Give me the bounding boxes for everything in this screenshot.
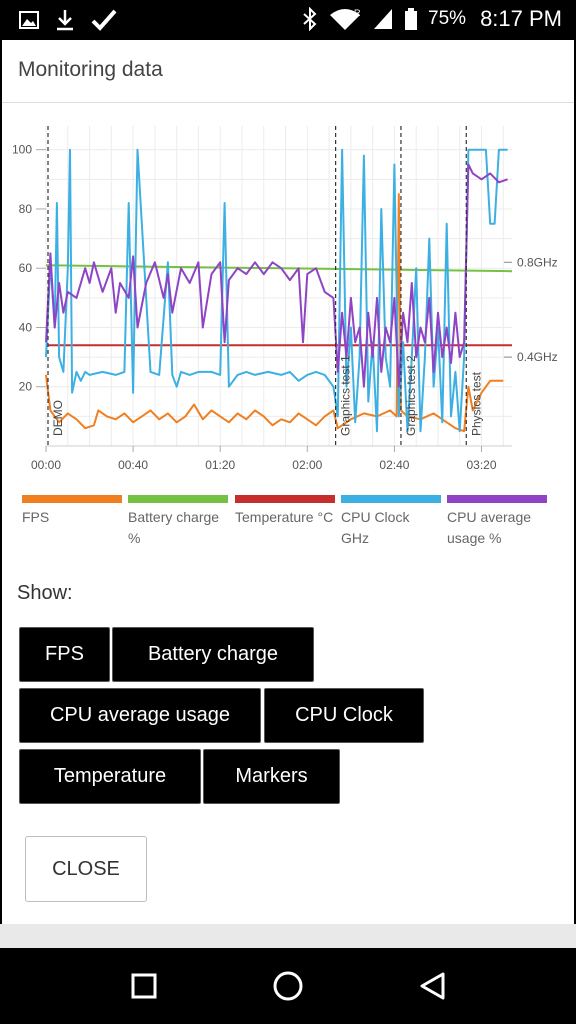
series-line bbox=[45, 264, 513, 273]
status-bar: R 75% 8:17 PM bbox=[0, 0, 576, 40]
monitoring-chart: 20 40 60 80 100 00:00 00:40 01:20 02:00 02:40 03:2… bbox=[12, 126, 558, 472]
monitoring-dialog: Monitoring data 20 40 60 80 100 00:00 00:40 01:… bbox=[2, 40, 574, 924]
toggle-temperature-button[interactable]: Temperature bbox=[19, 749, 201, 804]
toggle-cpu-clock-button[interactable]: CPU Clock bbox=[264, 688, 424, 743]
toggle-battery-charge-button[interactable]: Battery charge bbox=[112, 627, 314, 682]
battery-percent: 75% bbox=[428, 8, 467, 29]
x-tick-label: 02:40 bbox=[379, 458, 409, 472]
y-tick-label: 40 bbox=[19, 320, 33, 334]
recents-button[interactable] bbox=[124, 966, 164, 1006]
right-tick-label: 0.4GHz bbox=[517, 350, 558, 364]
close-button[interactable]: CLOSE bbox=[25, 836, 147, 902]
navigation-bar bbox=[0, 948, 576, 1024]
y-tick-label: 100 bbox=[12, 143, 32, 157]
legend-item: CPU average usage % bbox=[447, 495, 547, 549]
back-button[interactable] bbox=[412, 966, 452, 1006]
backdrop bbox=[0, 924, 576, 948]
toggle-fps-button[interactable]: FPS bbox=[19, 627, 110, 682]
marker-label: Physics test bbox=[469, 371, 483, 436]
legend-label: Battery charge % bbox=[128, 509, 220, 546]
series-line bbox=[45, 148, 508, 433]
battery-icon bbox=[405, 8, 418, 30]
check-icon bbox=[91, 9, 117, 31]
dialog-title: Monitoring data bbox=[18, 58, 163, 81]
marker-label: Graphics test 2 bbox=[404, 355, 418, 436]
legend-swatch bbox=[235, 495, 335, 503]
clock: 8:17 PM bbox=[480, 6, 562, 31]
toggle-cpu-average-usage-button[interactable]: CPU average usage bbox=[19, 688, 261, 743]
svg-text:R: R bbox=[354, 8, 361, 18]
download-icon bbox=[57, 10, 73, 31]
y-tick-label: 20 bbox=[19, 380, 33, 394]
legend-item: CPU Clock GHz bbox=[341, 495, 441, 549]
legend-swatch bbox=[447, 495, 547, 503]
right-tick-label: 0.8GHz bbox=[517, 255, 558, 269]
back-icon bbox=[420, 972, 445, 1000]
home-button[interactable] bbox=[268, 966, 308, 1006]
show-label: Show: bbox=[17, 582, 73, 604]
legend-item: Temperature °C bbox=[235, 495, 335, 528]
x-tick-label: 00:40 bbox=[118, 458, 148, 472]
legend-item: Battery charge % bbox=[128, 495, 228, 549]
wifi-icon: R bbox=[330, 8, 361, 30]
legend-item: FPS bbox=[22, 495, 122, 528]
marker-label: DEMO bbox=[51, 400, 65, 436]
series-line bbox=[45, 163, 508, 388]
x-tick-label: 03:20 bbox=[466, 458, 496, 472]
legend-label: FPS bbox=[22, 509, 50, 525]
x-tick-label: 00:00 bbox=[31, 458, 61, 472]
marker-label: Graphics test 1 bbox=[339, 355, 353, 436]
title-divider bbox=[2, 102, 574, 103]
legend-swatch bbox=[128, 495, 228, 503]
x-tick-label: 02:00 bbox=[292, 458, 322, 472]
signal-icon bbox=[374, 9, 393, 29]
home-icon bbox=[273, 971, 303, 1001]
legend-swatch bbox=[341, 495, 441, 503]
x-tick-label: 01:20 bbox=[205, 458, 235, 472]
y-tick-label: 80 bbox=[19, 202, 33, 216]
gallery-icon bbox=[19, 11, 39, 29]
legend-swatch bbox=[22, 495, 122, 503]
y-tick-label: 60 bbox=[19, 261, 33, 275]
toggle-markers-button[interactable]: Markers bbox=[203, 749, 340, 804]
chart-legend: FPS Battery charge % Temperature °C CPU Clo… bbox=[22, 495, 556, 555]
bluetooth-icon bbox=[303, 7, 317, 31]
legend-label: CPU Clock GHz bbox=[341, 509, 410, 546]
series-line bbox=[45, 193, 504, 433]
legend-label: CPU average usage % bbox=[447, 509, 532, 546]
legend-label: Temperature °C bbox=[235, 509, 334, 525]
recents-icon bbox=[131, 973, 157, 999]
